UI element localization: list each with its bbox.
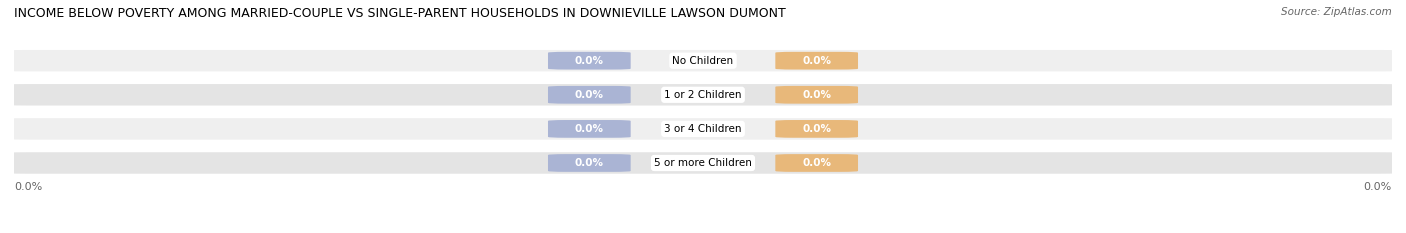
FancyBboxPatch shape — [548, 120, 631, 138]
Text: 0.0%: 0.0% — [14, 182, 42, 192]
Text: INCOME BELOW POVERTY AMONG MARRIED-COUPLE VS SINGLE-PARENT HOUSEHOLDS IN DOWNIEV: INCOME BELOW POVERTY AMONG MARRIED-COUPL… — [14, 7, 786, 20]
Text: 0.0%: 0.0% — [575, 90, 603, 100]
Text: 0.0%: 0.0% — [575, 124, 603, 134]
Text: 1 or 2 Children: 1 or 2 Children — [664, 90, 742, 100]
FancyBboxPatch shape — [548, 154, 631, 172]
FancyBboxPatch shape — [0, 118, 1406, 140]
FancyBboxPatch shape — [0, 50, 1406, 72]
Text: 0.0%: 0.0% — [803, 124, 831, 134]
Text: 0.0%: 0.0% — [1364, 182, 1392, 192]
FancyBboxPatch shape — [0, 152, 1406, 174]
Text: 0.0%: 0.0% — [575, 56, 603, 66]
FancyBboxPatch shape — [775, 52, 858, 70]
FancyBboxPatch shape — [548, 86, 631, 104]
Text: 0.0%: 0.0% — [803, 158, 831, 168]
Text: 0.0%: 0.0% — [575, 158, 603, 168]
FancyBboxPatch shape — [0, 84, 1406, 106]
Text: No Children: No Children — [672, 56, 734, 66]
Text: 0.0%: 0.0% — [803, 56, 831, 66]
FancyBboxPatch shape — [548, 52, 631, 70]
Text: 3 or 4 Children: 3 or 4 Children — [664, 124, 742, 134]
FancyBboxPatch shape — [775, 120, 858, 138]
Legend: Married Couples, Single Parents: Married Couples, Single Parents — [593, 231, 813, 233]
FancyBboxPatch shape — [775, 86, 858, 104]
Text: 0.0%: 0.0% — [803, 90, 831, 100]
FancyBboxPatch shape — [775, 154, 858, 172]
Text: Source: ZipAtlas.com: Source: ZipAtlas.com — [1281, 7, 1392, 17]
Text: 5 or more Children: 5 or more Children — [654, 158, 752, 168]
